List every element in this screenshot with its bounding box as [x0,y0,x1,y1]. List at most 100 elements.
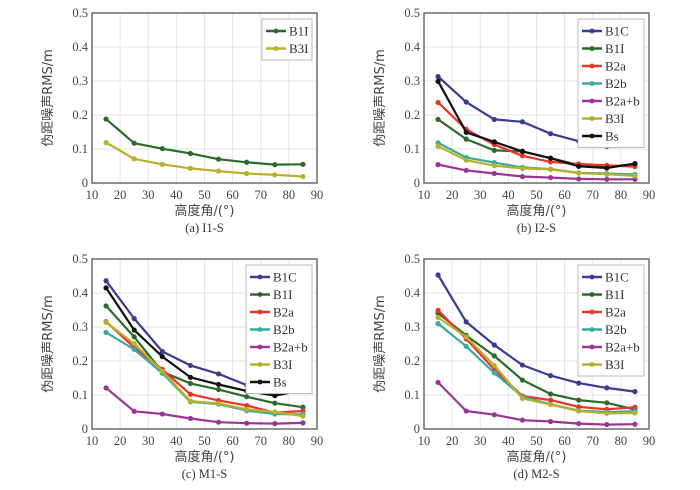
data-point [187,391,194,397]
data-point [519,148,526,154]
legend-item: B3I [250,357,293,372]
data-point [215,381,222,388]
x-tick-label: 40 [170,434,183,448]
legend-item: B2a+b [582,94,640,109]
legend-item: B1I [250,287,293,302]
data-point [463,99,469,105]
legend-item: B1I [266,24,309,39]
series-b3i [103,139,306,180]
legend-box [261,18,313,61]
data-point [632,410,638,416]
legend-marker [589,274,595,280]
data-point [463,157,469,163]
data-point [463,319,469,325]
series-line [437,312,636,411]
legend-marker [273,28,279,34]
chart-panel-3: 10 20 30 40 50 60 70 80 90 0 0.1 0.2 0.3 0.4 0.5 高度角/(°… [41,252,323,481]
legend-item: B2b [250,322,295,337]
data-point [519,173,526,180]
legend-box [577,264,645,377]
x-axis-label: 高度角/(°) [174,449,234,465]
data-point [547,159,554,165]
data-point [187,398,194,404]
data-point [300,404,306,410]
data-point [519,362,526,368]
data-point [463,167,469,174]
data-point [244,420,250,426]
data-point [131,327,137,333]
legend-label: B2a [273,305,294,320]
y-tick-label: 0.2 [404,108,420,122]
data-point [632,404,638,410]
data-point [519,153,526,159]
data-point [547,391,554,397]
data-point [547,174,554,181]
legend-label: B1I [605,41,625,56]
data-point [272,162,278,168]
data-point [632,173,638,179]
series-line [105,118,303,166]
y-axis-label: 伪距噪声RMS/m [41,295,56,393]
data-point [187,150,194,157]
series-b1i [103,116,306,168]
plot-frame [423,258,650,430]
data-point [131,315,137,322]
series-line [437,101,635,168]
data-point [547,397,554,403]
y-axis-label: 伪距噪声RMS/m [373,295,388,393]
data-point [103,385,109,391]
data-point [103,319,109,325]
data-point [491,163,497,169]
data-point [491,362,497,369]
x-tick-label: 90 [643,434,656,448]
x-tick-label: 30 [142,188,155,202]
data-point [103,116,109,122]
legend-label: Bs [273,375,287,390]
legend-label: B2a+b [605,340,640,355]
x-tick-label: 20 [114,434,127,448]
data-point [604,400,610,406]
data-point [547,155,554,161]
data-point [547,373,554,379]
data-point [159,353,165,360]
data-point [103,139,109,146]
legend-label: Bs [605,129,619,144]
series-b3i [435,143,638,179]
x-tick-label: 10 [86,188,99,202]
legend-marker [273,46,279,51]
x-tick-label: 30 [142,434,155,448]
data-point [215,168,222,174]
data-point [131,341,137,347]
legend-marker [589,292,595,297]
legend-label: B1I [605,287,625,302]
legend-marker [589,116,595,121]
legend-marker [589,344,595,350]
x-tick-label: 40 [502,434,515,448]
data-point [491,139,497,145]
y-tick-label: 0.1 [72,388,88,402]
legend-marker [589,46,595,51]
data-point [435,162,441,168]
x-tick-label: 80 [615,188,628,202]
panel-caption: (d) M2-S [513,467,559,481]
data-point [519,165,526,171]
y-tick-label: 0.5 [72,6,88,20]
series-line [437,309,635,411]
legend: B1C B1I B2a B2b B2a+b B3I Bs [577,18,645,148]
x-tick-label: 10 [86,434,99,448]
data-point [187,415,194,422]
data-point [576,404,582,410]
legend-item: B1I [582,287,625,302]
series-line [105,321,304,418]
data-point [187,362,194,369]
series-b2a-b [435,162,638,182]
series-line [105,141,303,178]
x-tick-label: 10 [418,434,431,448]
data-point [604,171,610,177]
legend-item: B1C [582,24,629,39]
data-point [435,314,441,321]
legend-marker [589,362,595,367]
x-tick-label: 40 [502,188,515,202]
plot-frame [91,12,318,184]
